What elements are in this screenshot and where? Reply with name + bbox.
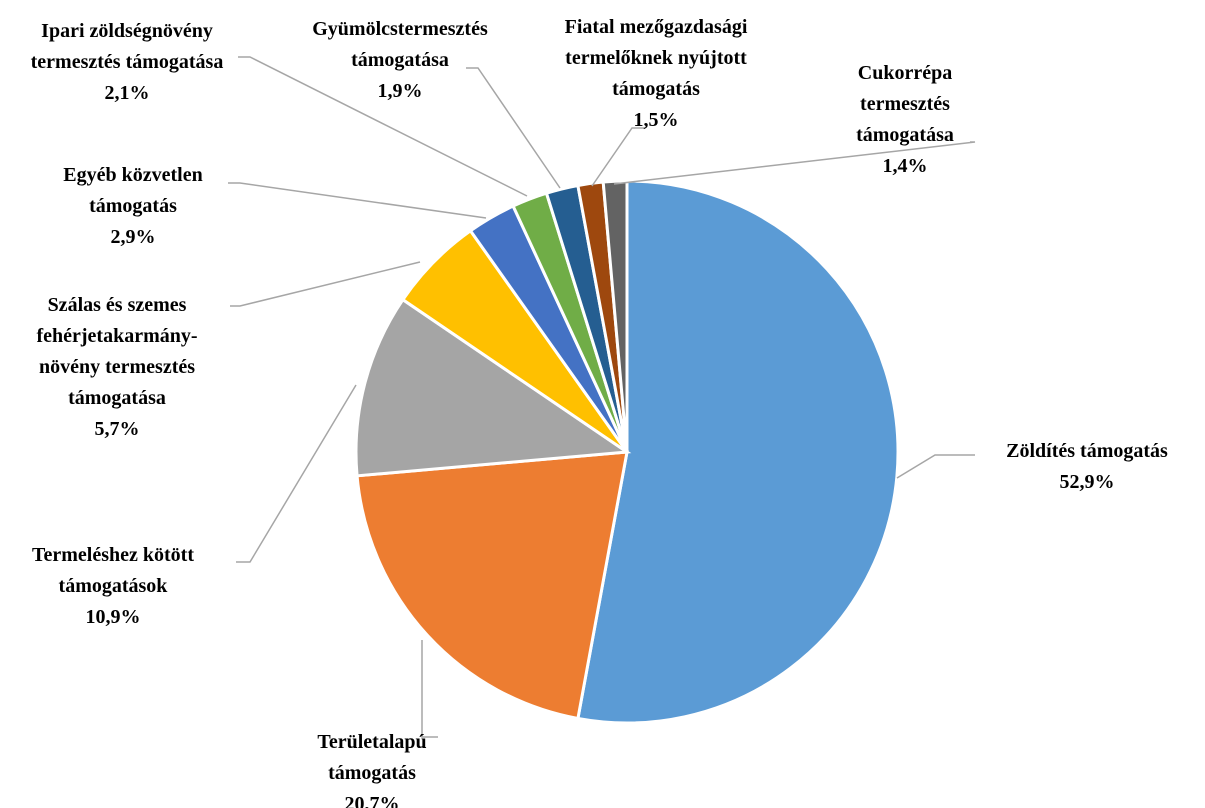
leader-line xyxy=(236,384,357,563)
category-label: Ipari zöldségnövény termesztés támogatás… xyxy=(30,20,224,73)
pie-slice xyxy=(355,450,629,721)
data-label: Szálas és szemes fehérjetakarmány-növény… xyxy=(10,290,225,445)
data-label: Fiatal mezőgazdasági termelőknek nyújtot… xyxy=(551,12,761,136)
leader-line xyxy=(230,261,421,307)
value-label: 5,7% xyxy=(94,418,140,440)
value-label: 52,9% xyxy=(1059,471,1115,493)
leader-line xyxy=(421,640,438,738)
value-label: 1,9% xyxy=(377,80,423,102)
leader-line xyxy=(591,127,645,187)
category-label: Egyéb közvetlen támogatás xyxy=(63,164,203,217)
pie-slice xyxy=(601,179,629,453)
leader-line xyxy=(466,67,561,189)
pie-slice xyxy=(576,179,900,725)
category-label: Cukorrépa termesztés támogatása xyxy=(856,62,954,146)
category-label: Gyümölcstermesztés támogatása xyxy=(312,18,488,71)
category-label: Zöldítés támogatás xyxy=(1006,440,1168,462)
data-label: Egyéb közvetlen támogatás 2,9% xyxy=(31,160,236,253)
value-label: 10,9% xyxy=(85,606,141,628)
leader-line xyxy=(228,182,487,219)
data-label: Ipari zöldségnövény termesztés támogatás… xyxy=(9,16,245,109)
category-label: Termeléshez kötött támogatások xyxy=(32,544,194,597)
pie-slice xyxy=(354,297,632,478)
data-label: Termeléshez kötött támogatások 10,9% xyxy=(0,540,233,633)
data-label: Cukorrépa termesztés támogatása 1,4% xyxy=(828,58,983,182)
value-label: 2,9% xyxy=(110,226,156,248)
value-label: 2,1% xyxy=(104,82,150,104)
value-label: 20,7% xyxy=(344,793,400,808)
category-label: Fiatal mezőgazdasági termelőknek nyújtot… xyxy=(564,16,748,100)
value-label: 1,4% xyxy=(882,155,928,177)
leader-line xyxy=(238,56,528,197)
category-label: Szálas és szemes fehérjetakarmány-növény… xyxy=(36,294,198,409)
value-label: 1,5% xyxy=(633,109,679,131)
data-label: Területalapú támogatás 20,7% xyxy=(287,727,457,808)
leader-line xyxy=(613,141,976,185)
leader-line xyxy=(896,454,975,479)
data-label: Zöldítés támogatás 52,9% xyxy=(957,436,1205,498)
category-label: Területalapú támogatás xyxy=(317,731,427,784)
data-label: Gyümölcstermesztés támogatása 1,9% xyxy=(278,14,523,107)
